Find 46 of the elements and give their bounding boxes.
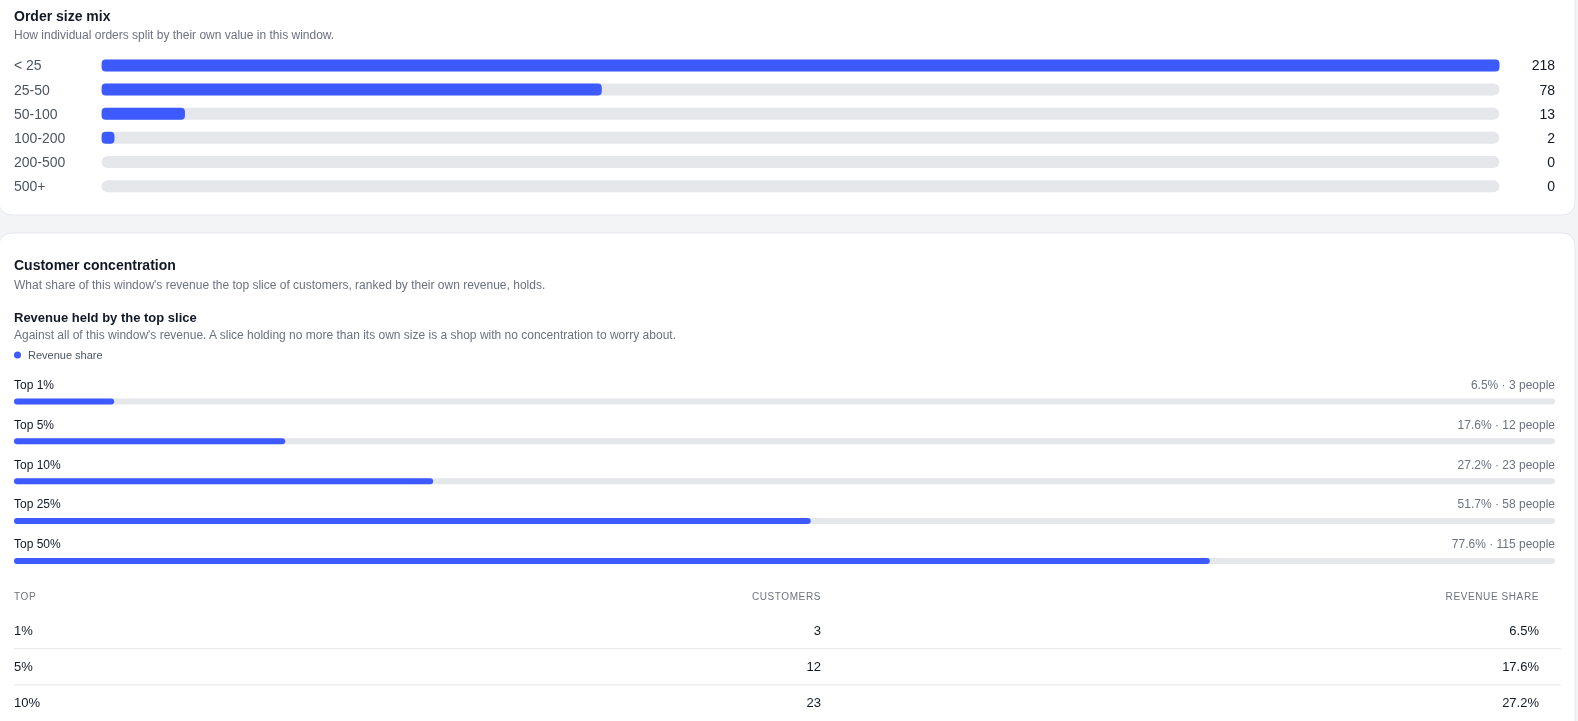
bar: [14, 478, 434, 485]
text: CUSTOMERS: [751, 590, 821, 602]
data-label: 13: [1539, 105, 1556, 122]
bar: [101, 131, 115, 144]
text: TOP: [14, 590, 37, 602]
data-label: 6.5% · 3 people: [1470, 377, 1556, 392]
data-label: 12: [806, 658, 821, 674]
data-label: 77.6% · 115 people: [1451, 537, 1556, 552]
y-tick-label: Top 10%: [14, 457, 62, 472]
data-label: 78: [1539, 81, 1556, 98]
data-label: 51.7% · 58 people: [1457, 497, 1556, 512]
bar: [101, 107, 185, 120]
text: Customer concentration: [14, 257, 176, 273]
data-label: 0: [1547, 154, 1556, 171]
category-label: 5%: [14, 658, 34, 674]
y-tick-label: Top 1%: [14, 377, 55, 392]
y-tick-label: 200-500: [14, 154, 66, 171]
data-label: 17.6%: [1502, 658, 1540, 674]
text: REVENUE SHARE: [1445, 590, 1539, 602]
chart-title: Order size mix: [14, 8, 111, 24]
y-tick-label: Top 25%: [14, 497, 62, 512]
data-label: 0: [1547, 178, 1556, 195]
data-label: 218: [1531, 57, 1556, 74]
data-label: 27.2% · 23 people: [1457, 457, 1556, 472]
text: What share of this window's revenue the top slice of customers, ranked by their own revenue, holds.: [14, 278, 546, 292]
data-label: 27.2%: [1502, 695, 1540, 710]
y-tick-label: 100-200: [14, 129, 66, 146]
y-tick-label: 50-100: [14, 105, 58, 122]
data-label: 2: [1547, 129, 1556, 146]
chart-subtitle: Against all of this window's revenue. A slice holding no more than its own size is a shop with no concentration to worry about.: [14, 328, 676, 342]
y-tick-label: 25-50: [14, 81, 51, 98]
category-label: 10%: [14, 695, 41, 710]
bar: [14, 398, 115, 405]
chart-title: Revenue held by the top slice: [14, 310, 197, 325]
bar: [14, 438, 286, 445]
y-tick-label: < 25: [14, 57, 42, 74]
data-label: 3: [813, 622, 821, 638]
data-label: 23: [806, 695, 821, 710]
category-label: 1%: [14, 622, 34, 638]
chart-subtitle: How individual orders split by their own value in this window.: [14, 28, 335, 42]
y-tick-label: 500+: [14, 178, 46, 195]
y-tick-label: Top 50%: [14, 537, 62, 552]
legend-label: Revenue share: [28, 349, 103, 361]
data-label: 17.6% · 12 people: [1457, 417, 1556, 432]
y-tick-label: Top 5%: [14, 417, 55, 432]
data-label: 6.5%: [1509, 622, 1540, 638]
